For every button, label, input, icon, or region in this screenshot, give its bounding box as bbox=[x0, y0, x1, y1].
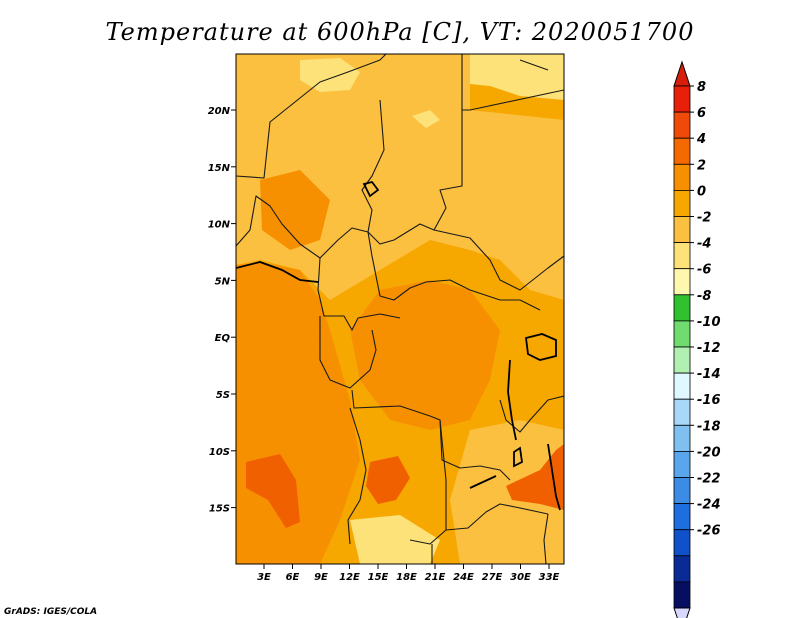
colorbar-swatch bbox=[673, 529, 691, 557]
shade-zone-southeast bbox=[450, 420, 564, 564]
country-borders bbox=[236, 54, 564, 564]
colorbar-label: -4 bbox=[697, 237, 711, 252]
lon-tick-label: 15E bbox=[368, 572, 389, 583]
colorbar-swatch bbox=[673, 372, 691, 400]
colorbar-swatch bbox=[673, 268, 691, 296]
colorbar-bottom-arrow bbox=[673, 607, 691, 618]
shade-zone-pale-patch-2 bbox=[412, 110, 440, 128]
colorbar-label: -6 bbox=[697, 263, 711, 278]
colorbar-label: -8 bbox=[697, 289, 711, 304]
colorbar-swatch bbox=[673, 477, 691, 505]
colorbar-swatch bbox=[673, 137, 691, 165]
shade-zone-pale-patch-1 bbox=[300, 58, 360, 92]
colorbar-top-arrow bbox=[673, 60, 691, 87]
colorbar-label: -12 bbox=[697, 341, 721, 356]
colorbar-label: -24 bbox=[697, 498, 721, 513]
colorbar-label: -2 bbox=[697, 211, 711, 226]
coastline-gulf bbox=[236, 261, 319, 283]
longitude-axis: 3E 6E 9E 12E 15E 18E 21E 24E 27E 30E 33E bbox=[257, 564, 560, 583]
colorbar-label: 6 bbox=[697, 106, 706, 121]
colorbar: 8 6 4 2 0 -2 -4 -6 -8 -10 -12 -14 -16 -18 -20 -22 -24 -26 bbox=[673, 60, 721, 618]
lake-malawi-outline bbox=[547, 443, 561, 511]
colorbar-swatch bbox=[673, 163, 691, 191]
colorbar-swatch bbox=[673, 450, 691, 478]
lon-tick-label: 21E bbox=[425, 572, 446, 583]
colorbar-swatch bbox=[673, 555, 691, 583]
shade-zone-northwest-tongue bbox=[260, 170, 330, 250]
lon-tick-label: 18E bbox=[396, 572, 417, 583]
border-line-6 bbox=[367, 231, 541, 311]
lon-tick-label: 30E bbox=[510, 572, 531, 583]
lake-chad-outline bbox=[362, 180, 380, 198]
colorbar-label: -22 bbox=[697, 472, 721, 487]
lon-tick-label: 24E bbox=[453, 572, 474, 583]
lon-tick-label: 9E bbox=[314, 572, 328, 583]
lon-tick-label: 27E bbox=[482, 572, 503, 583]
colorbar-swatch bbox=[673, 503, 691, 531]
border-line-16 bbox=[519, 59, 549, 71]
border-line-15 bbox=[543, 513, 549, 564]
colorbar-label: -14 bbox=[697, 367, 721, 382]
colorbar-swatch bbox=[673, 581, 691, 609]
lake-kariba-outline bbox=[469, 475, 497, 489]
lat-tick-label: EQ bbox=[215, 333, 231, 344]
colorbar-swatch bbox=[673, 85, 691, 113]
colorbar-label: 8 bbox=[697, 80, 706, 95]
lake-mweru-outline bbox=[513, 446, 523, 468]
colorbar-swatch bbox=[673, 189, 691, 217]
colorbar-swatch bbox=[673, 346, 691, 374]
lat-tick-label: 10N bbox=[208, 220, 231, 231]
colorbar-label: -10 bbox=[697, 315, 721, 330]
lat-tick-label: 15N bbox=[208, 163, 231, 174]
colorbar-label: -16 bbox=[697, 393, 721, 408]
shade-zone-northeast bbox=[470, 54, 564, 100]
colorbar-swatch bbox=[673, 111, 691, 139]
border-line-4 bbox=[433, 110, 463, 231]
lat-tick-label: 10S bbox=[209, 447, 230, 458]
colorbar-label: -18 bbox=[697, 419, 721, 434]
border-line-12 bbox=[445, 503, 549, 531]
lon-tick-label: 12E bbox=[339, 572, 360, 583]
border-line-10 bbox=[347, 407, 367, 545]
colorbar-swatch bbox=[673, 294, 691, 322]
colorbar-label: -20 bbox=[697, 445, 721, 460]
border-line-7 bbox=[317, 257, 401, 331]
grads-credit: GrADS: IGES/COLA bbox=[4, 607, 97, 617]
colorbar-label: 0 bbox=[697, 184, 706, 199]
colorbar-label: 2 bbox=[697, 158, 706, 173]
colorbar-swatch bbox=[673, 242, 691, 270]
border-line-13 bbox=[499, 395, 564, 433]
map-panel: 3E 6E 9E 12E 15E 18E 21E 24E 27E 30E 33E 20N 15N 10N… bbox=[208, 53, 565, 583]
border-line-3 bbox=[461, 54, 564, 111]
shade-zone-hot-central bbox=[366, 456, 410, 504]
lat-tick-label: 5N bbox=[215, 276, 231, 287]
shade-zone-hot-east bbox=[506, 444, 564, 510]
lon-tick-label: 33E bbox=[539, 572, 560, 583]
shade-zone-pale-patch-3 bbox=[350, 515, 440, 564]
lake-victoria-outline bbox=[525, 333, 557, 361]
shade-zone-hot-west bbox=[246, 454, 300, 528]
lat-tick-label: 20N bbox=[208, 106, 231, 117]
shade-zone-central-basin bbox=[350, 280, 500, 430]
border-line-5 bbox=[236, 195, 564, 291]
lat-tick-label: 5S bbox=[216, 390, 230, 401]
colorbar-label: -26 bbox=[697, 524, 721, 539]
border-line-8 bbox=[319, 316, 377, 389]
colorbar-swatch bbox=[673, 424, 691, 452]
border-line-1 bbox=[236, 54, 387, 179]
lat-tick-label: 15S bbox=[209, 504, 230, 515]
colorbar-swatch bbox=[673, 216, 691, 244]
map-frame bbox=[235, 53, 565, 565]
lon-tick-label: 3E bbox=[257, 572, 271, 583]
colorbar-swatch bbox=[673, 398, 691, 426]
latitude-axis: 20N 15N 10N 5N EQ 5S 10S 15S bbox=[208, 106, 236, 515]
chart-title: Temperature at 600hPa [C], VT: 202005170… bbox=[106, 18, 695, 46]
lake-tanganyika-outline bbox=[507, 359, 517, 441]
colorbar-swatch bbox=[673, 320, 691, 348]
colorbar-label: 4 bbox=[696, 132, 706, 147]
temperature-shading bbox=[236, 54, 564, 564]
border-line-9 bbox=[351, 389, 511, 481]
lon-tick-label: 6E bbox=[286, 572, 300, 583]
